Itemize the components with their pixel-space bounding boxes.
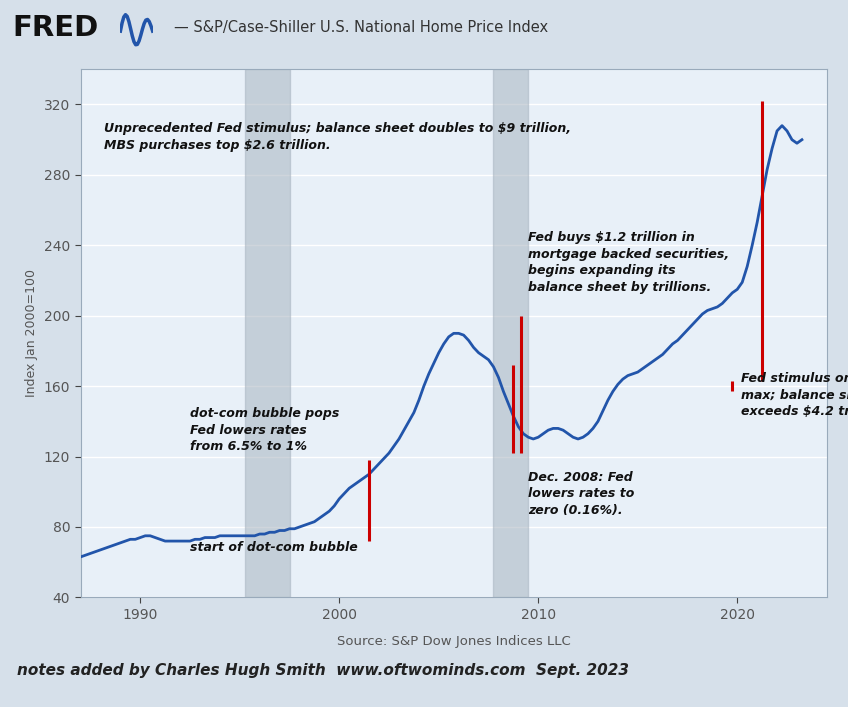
Text: dot-com bubble pops
Fed lowers rates
from 6.5% to 1%: dot-com bubble pops Fed lowers rates fro… [190,407,339,453]
Text: Dec. 2008: Fed
lowers rates to
zero (0.16%).: Dec. 2008: Fed lowers rates to zero (0.1… [528,471,634,517]
Text: Fed stimulus on
max; balance sheet
exceeds $4.2 trillion: Fed stimulus on max; balance sheet excee… [741,372,848,418]
Text: start of dot-com bubble: start of dot-com bubble [190,541,358,554]
Text: Fed buys $1.2 trillion in
mortgage backed securities,
begins expanding its
balan: Fed buys $1.2 trillion in mortgage backe… [528,231,729,293]
Text: FRED: FRED [13,14,99,42]
Text: Unprecedented Fed stimulus; balance sheet doubles to $9 trillion,
MBS purchases : Unprecedented Fed stimulus; balance shee… [104,122,572,151]
Text: — S&P/Case-Shiller U.S. National Home Price Index: — S&P/Case-Shiller U.S. National Home Pr… [174,21,548,35]
Text: notes added by Charles Hugh Smith  www.oftwominds.com  Sept. 2023: notes added by Charles Hugh Smith www.of… [17,662,629,677]
Bar [245,69,289,597]
Y-axis label: Index Jan 2000=100: Index Jan 2000=100 [25,269,38,397]
Bar [494,69,528,597]
Text: Source: S&P Dow Jones Indices LLC: Source: S&P Dow Jones Indices LLC [337,636,571,648]
